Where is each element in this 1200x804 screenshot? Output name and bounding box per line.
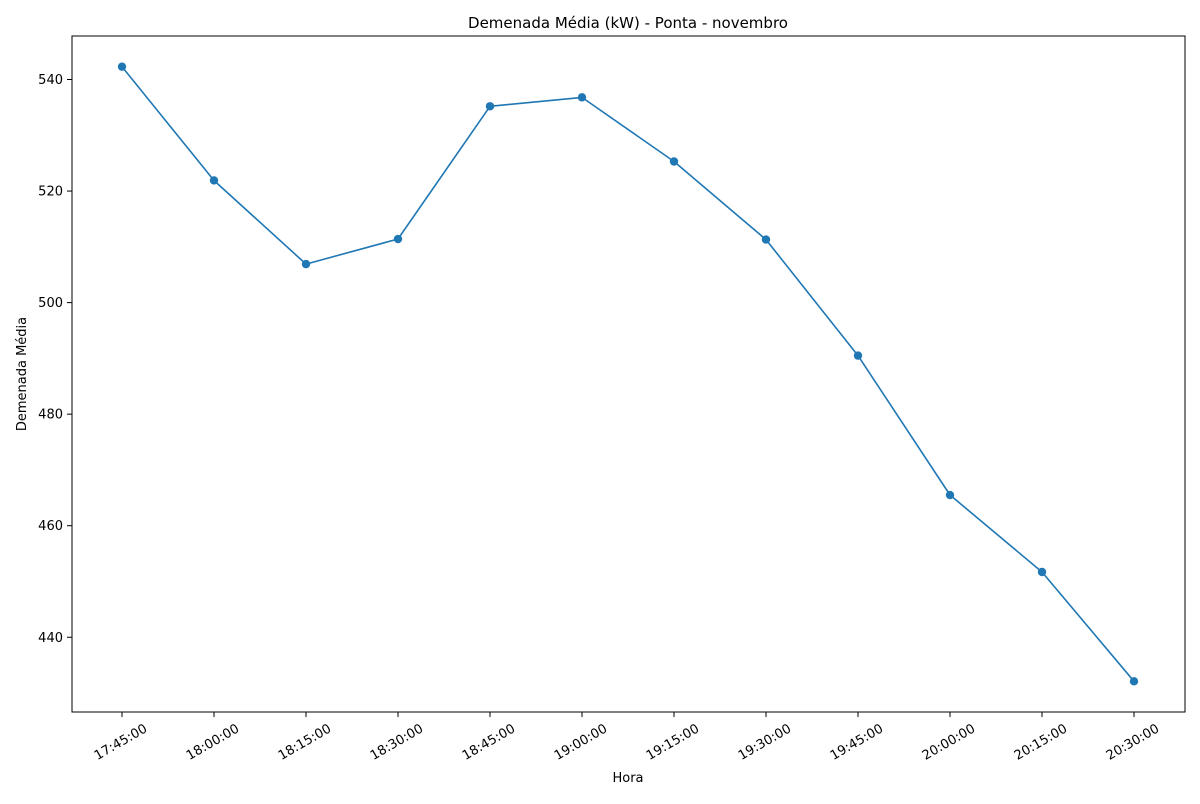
x-axis-label: Hora	[612, 771, 643, 786]
y-tick-label: 540	[38, 73, 63, 88]
x-tick-label: 18:45:00	[460, 721, 518, 763]
data-point	[301, 259, 311, 269]
data-point	[393, 234, 403, 244]
data-point	[577, 93, 587, 102]
x-tick-label: 20:15:00	[1012, 721, 1070, 763]
data-point	[209, 176, 219, 185]
data-point	[1037, 567, 1047, 577]
y-tick-label: 520	[38, 185, 63, 200]
y-axis-label: Demenada Média	[15, 317, 30, 431]
chart-title: Demenada Média (kW) - Ponta - novembro	[468, 14, 788, 32]
data-point	[485, 102, 495, 111]
x-tick-label: 20:00:00	[920, 721, 978, 763]
x-tick-label: 18:00:00	[184, 721, 242, 763]
data-point	[1129, 677, 1139, 686]
y-tick-label: 460	[38, 519, 63, 534]
plot-frame	[71, 35, 1186, 713]
data-point	[853, 351, 863, 360]
data-point	[761, 235, 771, 244]
x-tick-label: 19:45:00	[828, 721, 886, 763]
plot-area: 440 460 480 500 520 540 17:45:00 18:00:00 18:15:…	[38, 35, 1186, 764]
y-tick-label: 440	[38, 631, 63, 646]
data-point	[945, 490, 955, 500]
y-tick-label: 480	[38, 408, 63, 423]
data-point	[669, 157, 679, 166]
x-tick-label: 19:15:00	[644, 721, 702, 763]
x-tick-label: 19:30:00	[736, 721, 794, 763]
x-tick-label: 20:30:00	[1104, 721, 1162, 763]
x-tick-label: 19:00:00	[552, 721, 610, 763]
data-point	[117, 62, 127, 71]
x-tick-label: 18:30:00	[368, 721, 426, 763]
series-line	[121, 66, 1135, 682]
y-tick-label: 500	[38, 296, 63, 311]
x-tick-label: 17:45:00	[92, 721, 150, 763]
x-tick-label: 18:15:00	[276, 721, 334, 763]
